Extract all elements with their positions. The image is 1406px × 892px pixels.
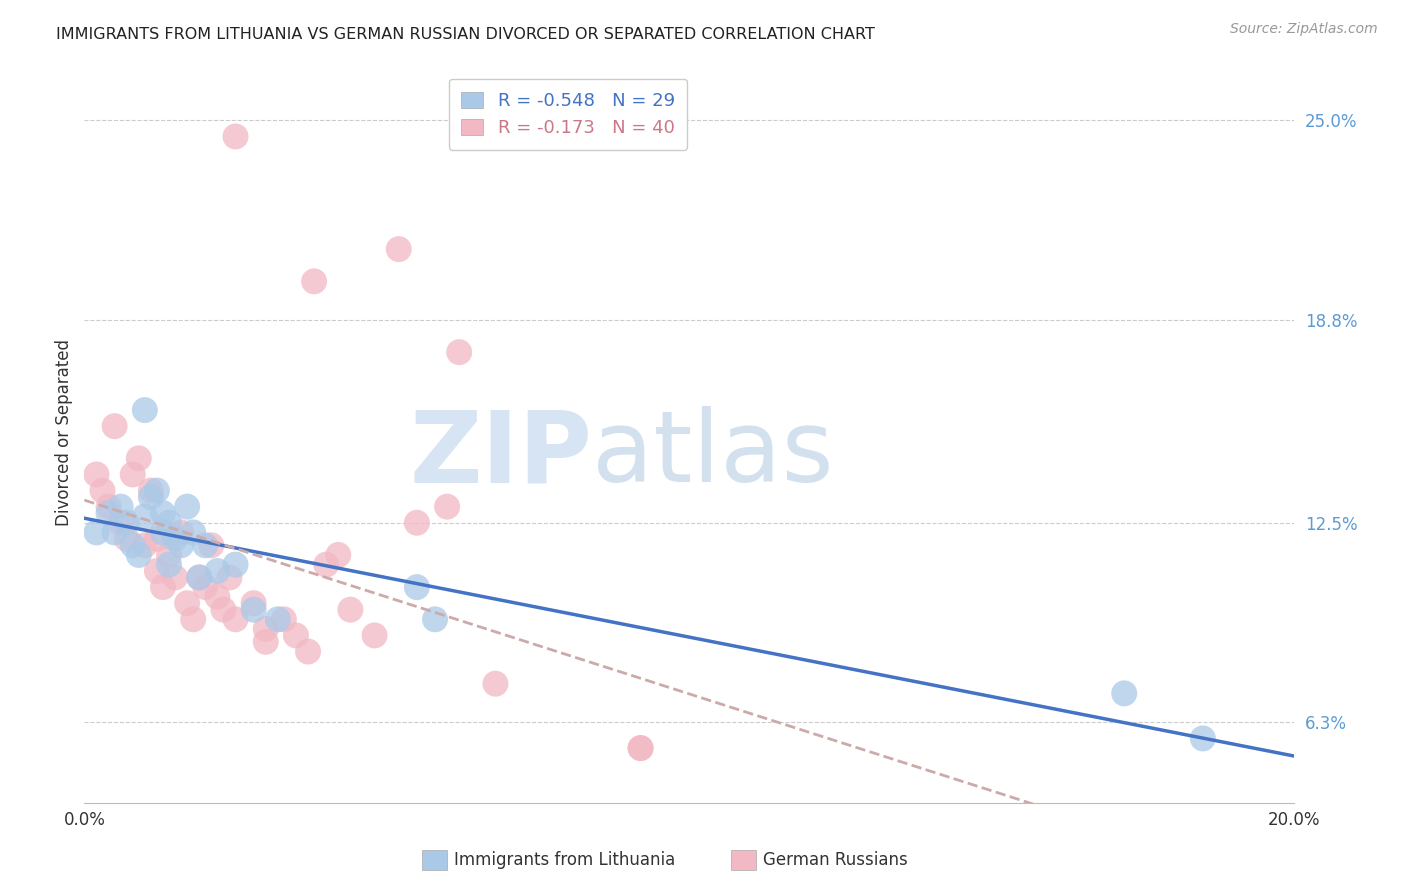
- Text: Immigrants from Lithuania: Immigrants from Lithuania: [454, 851, 675, 869]
- Point: [128, 451, 150, 466]
- Point: [152, 525, 174, 540]
- Point: [110, 516, 132, 530]
- Point: [128, 548, 150, 562]
- Point: [207, 564, 229, 578]
- Point: [285, 628, 308, 642]
- Point: [165, 532, 187, 546]
- Point: [484, 676, 506, 690]
- Point: [97, 506, 120, 520]
- Point: [115, 532, 138, 546]
- Point: [97, 500, 120, 514]
- Point: [110, 500, 132, 514]
- Point: [1114, 686, 1136, 700]
- Legend: R = -0.548   N = 29, R = -0.173   N = 40: R = -0.548 N = 29, R = -0.173 N = 40: [449, 78, 688, 150]
- Point: [225, 612, 247, 626]
- Text: IMMIGRANTS FROM LITHUANIA VS GERMAN RUSSIAN DIVORCED OR SEPARATED CORRELATION CH: IMMIGRANTS FROM LITHUANIA VS GERMAN RUSS…: [56, 27, 875, 42]
- Point: [267, 612, 290, 626]
- Point: [200, 538, 222, 552]
- Point: [134, 509, 156, 524]
- Point: [388, 242, 411, 256]
- Point: [254, 635, 277, 649]
- Point: [121, 538, 143, 552]
- Point: [86, 525, 108, 540]
- Point: [104, 525, 127, 540]
- Point: [115, 516, 138, 530]
- Point: [273, 612, 295, 626]
- Point: [181, 525, 204, 540]
- Point: [449, 345, 471, 359]
- Point: [170, 525, 193, 540]
- Point: [121, 467, 143, 482]
- Point: [134, 538, 156, 552]
- Point: [630, 741, 652, 756]
- Point: [188, 570, 211, 584]
- Point: [157, 516, 180, 530]
- Y-axis label: Divorced or Separated: Divorced or Separated: [55, 339, 73, 526]
- Text: Source: ZipAtlas.com: Source: ZipAtlas.com: [1230, 22, 1378, 37]
- Point: [139, 483, 162, 498]
- Point: [194, 538, 217, 552]
- Point: [406, 580, 429, 594]
- Point: [302, 274, 325, 288]
- Point: [423, 612, 446, 626]
- Point: [134, 403, 156, 417]
- Point: [285, 838, 308, 852]
- Point: [363, 628, 385, 642]
- Point: [1192, 731, 1215, 746]
- Point: [139, 490, 162, 504]
- Point: [86, 467, 108, 482]
- Point: [218, 570, 240, 584]
- Point: [188, 570, 211, 584]
- Point: [225, 129, 247, 144]
- Point: [212, 602, 235, 616]
- Point: [165, 570, 187, 584]
- Point: [254, 622, 277, 636]
- Point: [194, 580, 217, 594]
- Point: [207, 590, 229, 604]
- Point: [152, 506, 174, 520]
- Text: ZIP: ZIP: [409, 407, 592, 503]
- Point: [436, 500, 458, 514]
- Point: [152, 580, 174, 594]
- Point: [242, 596, 264, 610]
- Point: [297, 644, 319, 658]
- Text: German Russians: German Russians: [763, 851, 908, 869]
- Point: [406, 516, 429, 530]
- Point: [91, 483, 114, 498]
- Point: [725, 847, 748, 862]
- Point: [146, 483, 169, 498]
- Point: [157, 558, 180, 572]
- Point: [328, 548, 350, 562]
- Point: [181, 612, 204, 626]
- Point: [176, 500, 198, 514]
- Point: [630, 741, 652, 756]
- Point: [339, 602, 361, 616]
- Point: [242, 602, 264, 616]
- Text: atlas: atlas: [592, 407, 834, 503]
- Point: [315, 558, 337, 572]
- Point: [157, 548, 180, 562]
- Point: [146, 564, 169, 578]
- Point: [176, 596, 198, 610]
- Point: [146, 532, 169, 546]
- Point: [104, 419, 127, 434]
- Point: [170, 538, 193, 552]
- Point: [225, 558, 247, 572]
